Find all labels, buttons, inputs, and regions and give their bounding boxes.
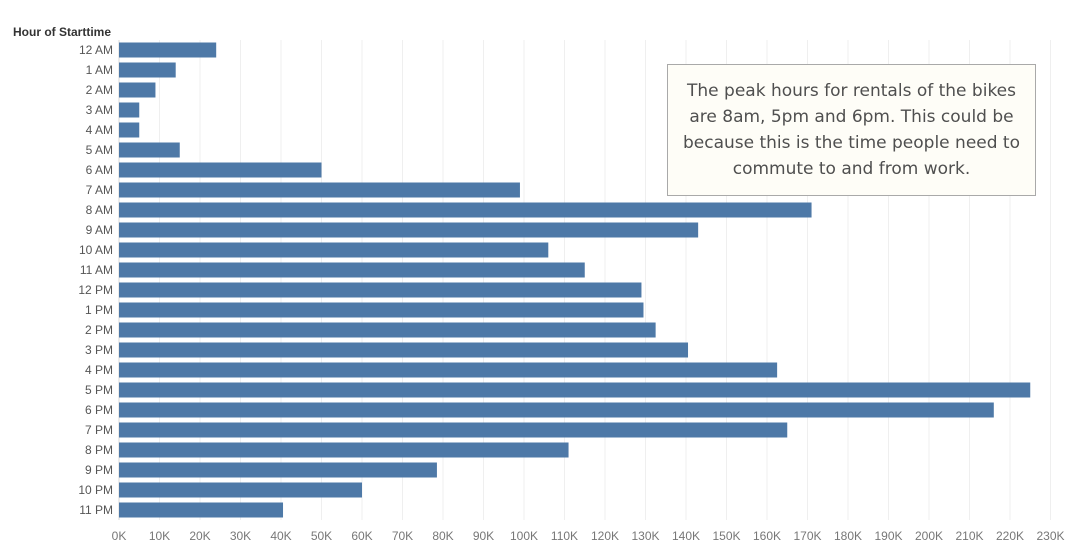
row-label: 4 PM [85,363,113,377]
bar [119,302,644,318]
bar [119,402,994,418]
bar [119,202,812,218]
x-tick-label: 170K [793,529,821,543]
row-label: 6 PM [85,403,113,417]
row-label: 12 PM [78,283,113,297]
bar [119,102,140,118]
x-tick-label: 80K [432,529,453,543]
row-label: 11 PM [79,503,113,517]
x-tick-label: 120K [591,529,619,543]
x-tick-label: 70K [392,529,413,543]
x-tick-label: 100K [510,529,538,543]
bars [119,42,1031,518]
row-label: 9 AM [86,223,113,237]
x-tick-label: 180K [834,529,862,543]
annotation-box: The peak hours for rentals of the bikes … [667,64,1036,196]
x-tick-label: 0K [112,529,127,543]
x-tick-label: 150K [712,529,740,543]
row-label: 12 AM [79,43,113,57]
row-label: 3 AM [86,103,113,117]
x-tick-label: 40K [270,529,291,543]
bar [119,82,156,98]
bar [119,382,1031,398]
row-label: 11 AM [80,263,113,277]
x-tick-label: 60K [351,529,372,543]
row-header-title: Hour of Starttime [13,25,111,39]
x-tick-label: 230K [1036,529,1064,543]
bar [119,62,176,78]
bar [119,182,520,198]
row-label: 5 AM [86,143,113,157]
x-tick-label: 200K [915,529,943,543]
x-tick-label: 90K [473,529,494,543]
row-label: 7 PM [85,423,113,437]
annotation-text: The peak hours for rentals of the bikes … [682,81,1020,179]
x-axis-ticks: 0K 10K 20K 30K 40K 50K 60K 70K 80K 90K 100K 110K 120… [112,529,1065,543]
bar [119,42,217,58]
bar [119,222,699,238]
x-tick-label: 130K [631,529,659,543]
x-tick-label: 10K [149,529,170,543]
row-label: 8 AM [86,203,113,217]
row-label: 2 AM [86,83,113,97]
row-label: 1 PM [85,303,113,317]
x-tick-label: 190K [874,529,902,543]
x-tick-label: 50K [311,529,332,543]
bar [119,422,788,438]
bar [119,362,778,378]
row-labels: 12 AM 1 AM 2 AM 3 AM 4 AM 5 AM 6 AM 7 AM 8 AM 9 A… [78,43,113,517]
x-tick-label: 220K [996,529,1024,543]
x-tick-label: 20K [189,529,210,543]
row-label: 3 PM [85,343,113,357]
x-tick-label: 140K [672,529,700,543]
bar [119,502,284,518]
x-tick-label: 30K [230,529,251,543]
x-tick-label: 210K [955,529,983,543]
bar [119,262,585,278]
row-label: 1 AM [86,63,113,77]
bar [119,162,322,178]
bar [119,282,642,298]
row-label: 10 AM [79,243,113,257]
row-label: 4 AM [86,123,113,137]
row-label: 5 PM [85,383,113,397]
row-label: 9 PM [85,463,113,477]
row-label: 2 PM [85,323,113,337]
bar [119,122,140,138]
bar [119,322,656,338]
row-label: 10 PM [78,483,113,497]
bar [119,242,549,258]
row-label: 6 AM [86,163,113,177]
bar [119,142,180,158]
x-tick-label: 110K [551,529,578,543]
row-label: 7 AM [86,183,113,197]
bar [119,342,689,358]
x-tick-label: 160K [753,529,781,543]
bar [119,462,437,478]
bar [119,482,362,498]
bar [119,442,569,458]
row-label: 8 PM [85,443,113,457]
